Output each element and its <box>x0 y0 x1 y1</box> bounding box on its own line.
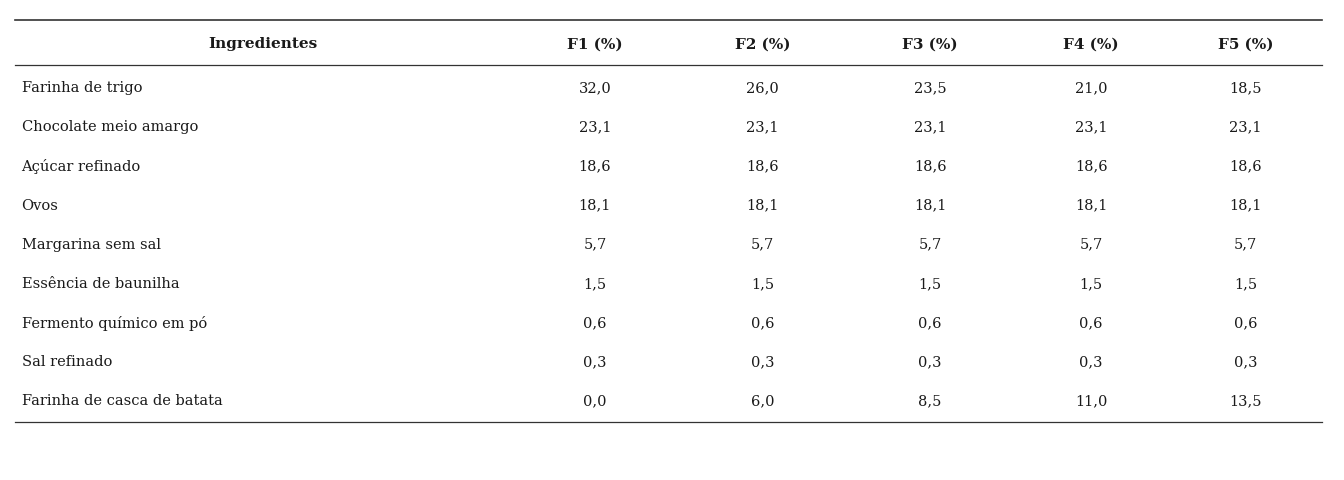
Text: Farinha de trigo: Farinha de trigo <box>22 81 142 95</box>
Text: 5,7: 5,7 <box>1234 238 1257 252</box>
Text: 32,0: 32,0 <box>578 81 612 95</box>
Text: Margarina sem sal: Margarina sem sal <box>22 238 160 252</box>
Text: 23,1: 23,1 <box>914 120 946 134</box>
Text: 0,3: 0,3 <box>1234 355 1257 369</box>
Text: 0,3: 0,3 <box>583 355 606 369</box>
Text: 18,1: 18,1 <box>1075 199 1107 213</box>
Text: 1,5: 1,5 <box>1234 277 1257 291</box>
Text: Ovos: Ovos <box>22 199 58 213</box>
Text: 8,5: 8,5 <box>918 394 942 408</box>
Text: 0,0: 0,0 <box>583 394 606 408</box>
Text: 1,5: 1,5 <box>918 277 942 291</box>
Text: 13,5: 13,5 <box>1230 394 1262 408</box>
Text: Fermento químico em pó: Fermento químico em pó <box>22 315 207 331</box>
Text: 0,6: 0,6 <box>751 316 774 330</box>
Text: 18,6: 18,6 <box>914 159 946 173</box>
Text: 0,6: 0,6 <box>1079 316 1103 330</box>
Text: F4 (%): F4 (%) <box>1063 37 1120 51</box>
Text: F2 (%): F2 (%) <box>735 37 790 51</box>
Text: 18,6: 18,6 <box>746 159 778 173</box>
Text: F5 (%): F5 (%) <box>1218 37 1273 51</box>
Text: 5,7: 5,7 <box>1079 238 1103 252</box>
Text: Açúcar refinado: Açúcar refinado <box>22 159 141 174</box>
Text: 23,1: 23,1 <box>579 120 612 134</box>
Text: 18,5: 18,5 <box>1230 81 1262 95</box>
Text: Chocolate meio amargo: Chocolate meio amargo <box>22 120 198 134</box>
Text: 0,3: 0,3 <box>751 355 774 369</box>
Text: 18,1: 18,1 <box>579 199 612 213</box>
Text: 18,1: 18,1 <box>746 199 778 213</box>
Text: 18,6: 18,6 <box>578 159 612 173</box>
Text: 6,0: 6,0 <box>751 394 774 408</box>
Text: 5,7: 5,7 <box>918 238 942 252</box>
Text: Farinha de casca de batata: Farinha de casca de batata <box>22 394 222 408</box>
Text: 0,6: 0,6 <box>918 316 942 330</box>
Text: 18,1: 18,1 <box>914 199 946 213</box>
Text: Essência de baunilha: Essência de baunilha <box>22 277 179 291</box>
Text: 0,3: 0,3 <box>1079 355 1103 369</box>
Text: 1,5: 1,5 <box>751 277 774 291</box>
Text: Sal refinado: Sal refinado <box>22 355 112 369</box>
Text: 18,6: 18,6 <box>1075 159 1107 173</box>
Text: 5,7: 5,7 <box>751 238 774 252</box>
Text: 0,6: 0,6 <box>583 316 606 330</box>
Text: 18,1: 18,1 <box>1230 199 1262 213</box>
Text: 21,0: 21,0 <box>1075 81 1107 95</box>
Text: 26,0: 26,0 <box>746 81 780 95</box>
Text: 0,3: 0,3 <box>918 355 942 369</box>
Text: F1 (%): F1 (%) <box>567 37 622 51</box>
Text: 1,5: 1,5 <box>1079 277 1102 291</box>
Text: 23,1: 23,1 <box>746 120 778 134</box>
Text: 18,6: 18,6 <box>1228 159 1262 173</box>
Text: 5,7: 5,7 <box>583 238 606 252</box>
Text: 1,5: 1,5 <box>583 277 606 291</box>
Text: 0,6: 0,6 <box>1234 316 1257 330</box>
Text: F3 (%): F3 (%) <box>902 37 958 51</box>
Text: 23,1: 23,1 <box>1075 120 1107 134</box>
Text: 23,5: 23,5 <box>914 81 946 95</box>
Text: 23,1: 23,1 <box>1230 120 1262 134</box>
Text: Ingredientes: Ingredientes <box>208 37 317 51</box>
Text: 11,0: 11,0 <box>1075 394 1107 408</box>
